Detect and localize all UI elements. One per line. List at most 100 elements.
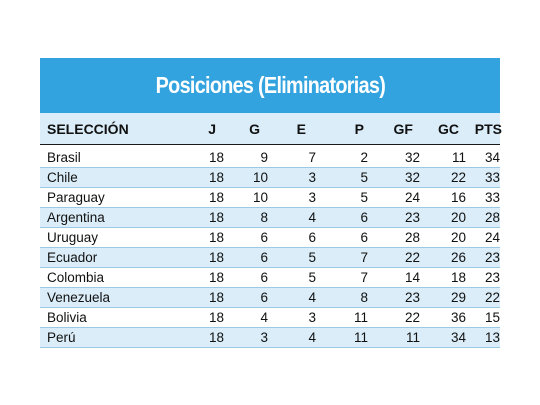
cell-p: 2 xyxy=(360,150,368,165)
cell-team: Brasil xyxy=(47,150,81,165)
cell-gf: 23 xyxy=(404,290,420,305)
cell-g: 6 xyxy=(260,250,268,265)
cell-g: 9 xyxy=(260,150,268,165)
cell-gf: 23 xyxy=(404,210,420,225)
cell-gf: 11 xyxy=(405,330,420,345)
cell-e: 3 xyxy=(308,170,316,185)
cell-p: 7 xyxy=(360,270,368,285)
cell-team: Perú xyxy=(47,330,76,345)
cell-j: 18 xyxy=(208,270,224,285)
cell-pts: 13 xyxy=(484,330,500,345)
cell-gc: 29 xyxy=(450,290,466,305)
header-j: J xyxy=(208,120,216,137)
cell-j: 18 xyxy=(208,230,224,245)
cell-gc: 20 xyxy=(450,230,466,245)
header-pts: PTS xyxy=(474,120,502,137)
cell-g: 6 xyxy=(260,290,268,305)
cell-pts: 33 xyxy=(484,170,500,185)
cell-gc: 22 xyxy=(450,170,466,185)
cell-gc: 11 xyxy=(451,150,466,165)
cell-j: 18 xyxy=(208,310,224,325)
header-g: G xyxy=(249,120,260,137)
table-row: Paraguay 18 10 3 5 24 16 33 xyxy=(40,188,500,208)
cell-gc: 18 xyxy=(450,270,466,285)
standings-table: Posiciones (Eliminatorias) SELECCIÓN J G… xyxy=(40,58,502,348)
cell-team: Paraguay xyxy=(47,190,105,205)
cell-j: 18 xyxy=(208,170,224,185)
cell-p: 5 xyxy=(360,170,368,185)
header-gf: GF xyxy=(393,120,413,137)
cell-j: 18 xyxy=(208,330,224,345)
cell-e: 5 xyxy=(308,270,316,285)
cell-gc: 34 xyxy=(450,330,466,345)
cell-j: 18 xyxy=(208,150,224,165)
cell-g: 10 xyxy=(252,170,268,185)
cell-g: 8 xyxy=(260,210,268,225)
table-body: Brasil 18 9 7 2 32 11 34 Chile 18 10 3 5… xyxy=(40,148,500,348)
cell-gf: 24 xyxy=(404,190,420,205)
cell-g: 10 xyxy=(252,190,268,205)
cell-j: 18 xyxy=(208,210,224,225)
cell-p: 6 xyxy=(360,210,368,225)
table-row: Argentina 18 8 4 6 23 20 28 xyxy=(40,208,500,228)
header-e: E xyxy=(296,120,306,137)
cell-e: 7 xyxy=(308,150,316,165)
cell-team: Bolivia xyxy=(47,310,87,325)
cell-j: 18 xyxy=(208,250,224,265)
cell-p: 7 xyxy=(360,250,368,265)
table-row: Brasil 18 9 7 2 32 11 34 xyxy=(40,148,500,168)
cell-gf: 32 xyxy=(404,170,420,185)
cell-j: 18 xyxy=(208,190,224,205)
header-team: SELECCIÓN xyxy=(47,120,129,137)
table-title: Posiciones (Eliminatorias) xyxy=(155,72,385,98)
table-title-bar: Posiciones (Eliminatorias) xyxy=(40,58,500,113)
cell-p: 6 xyxy=(360,230,368,245)
cell-p: 8 xyxy=(360,290,368,305)
cell-pts: 24 xyxy=(484,230,500,245)
cell-team: Colombia xyxy=(47,270,105,285)
cell-e: 3 xyxy=(308,310,316,325)
cell-j: 18 xyxy=(208,290,224,305)
cell-pts: 15 xyxy=(484,310,500,325)
table-row: Ecuador 18 6 5 7 22 26 23 xyxy=(40,248,500,268)
cell-g: 6 xyxy=(260,270,268,285)
table-row: Chile 18 10 3 5 32 22 33 xyxy=(40,168,500,188)
table-header-row: SELECCIÓN J G E P GF GC PTS xyxy=(40,113,502,145)
cell-e: 4 xyxy=(308,290,316,305)
table-row: Venezuela 18 6 4 8 23 29 22 xyxy=(40,288,500,308)
cell-e: 5 xyxy=(308,250,316,265)
cell-gc: 26 xyxy=(450,250,466,265)
cell-team: Ecuador xyxy=(47,250,98,265)
cell-gc: 20 xyxy=(450,210,466,225)
cell-pts: 28 xyxy=(484,210,500,225)
cell-p: 5 xyxy=(360,190,368,205)
cell-pts: 34 xyxy=(484,150,500,165)
cell-team: Chile xyxy=(47,170,78,185)
cell-gc: 16 xyxy=(450,190,466,205)
cell-pts: 23 xyxy=(484,250,500,265)
cell-team: Uruguay xyxy=(47,230,99,245)
cell-gf: 22 xyxy=(404,250,420,265)
cell-p: 11 xyxy=(353,330,368,345)
cell-g: 3 xyxy=(260,330,268,345)
cell-pts: 23 xyxy=(484,270,500,285)
header-p: P xyxy=(354,120,364,137)
header-gc: GC xyxy=(438,120,459,137)
cell-p: 11 xyxy=(353,310,368,325)
cell-team: Venezuela xyxy=(47,290,111,305)
cell-g: 6 xyxy=(260,230,268,245)
table-row: Perú 18 3 4 11 11 34 13 xyxy=(40,328,500,348)
cell-e: 4 xyxy=(308,330,316,345)
cell-gf: 32 xyxy=(404,150,420,165)
cell-gc: 36 xyxy=(450,310,466,325)
cell-gf: 14 xyxy=(404,270,420,285)
table-row: Bolivia 18 4 3 11 22 36 15 xyxy=(40,308,500,328)
cell-e: 6 xyxy=(308,230,316,245)
cell-g: 4 xyxy=(260,310,268,325)
cell-gf: 28 xyxy=(404,230,420,245)
cell-team: Argentina xyxy=(47,210,105,225)
cell-pts: 22 xyxy=(484,290,500,305)
table-row: Colombia 18 6 5 7 14 18 23 xyxy=(40,268,500,288)
table-row: Uruguay 18 6 6 6 28 20 24 xyxy=(40,228,500,248)
cell-gf: 22 xyxy=(404,310,420,325)
